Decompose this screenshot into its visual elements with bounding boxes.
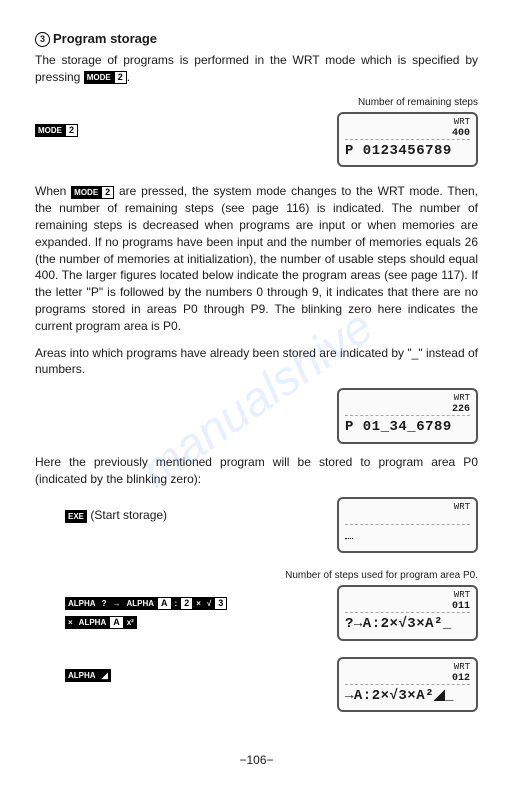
lcd-main xyxy=(345,524,470,547)
body-paragraph-1: When MODE2 are pressed, the system mode … xyxy=(35,183,478,334)
intro-paragraph: The storage of programs is performed in … xyxy=(35,52,478,86)
key-alpha: ALPHA xyxy=(65,597,99,610)
lcd-main: P 01_34_6789 xyxy=(345,415,470,438)
key-×: × xyxy=(65,616,76,629)
key-◢: ◢ xyxy=(99,669,111,682)
key-alpha: ALPHA xyxy=(76,616,110,629)
body-paragraph-2: Areas into which programs have already b… xyxy=(35,345,478,379)
two-key: 2 xyxy=(65,124,78,137)
heading-title: Program storage xyxy=(53,31,157,46)
two-key: 2 xyxy=(114,71,127,84)
caption-remaining-steps: Number of remaining steps xyxy=(35,96,478,110)
lcd-steps: 226 xyxy=(345,404,470,415)
key-:: : xyxy=(172,597,181,610)
key-a: A xyxy=(109,616,124,629)
lcd-display-3: WRT xyxy=(337,497,478,553)
lcd-mode: WRT xyxy=(345,503,470,513)
key-alpha: ALPHA xyxy=(65,669,99,682)
lcd-main: P 0123456789 xyxy=(345,139,470,162)
key-2: 2 xyxy=(180,597,193,610)
key-alpha: ALPHA xyxy=(123,597,157,610)
lcd-steps: 400 xyxy=(345,128,470,139)
mode-key: MODE xyxy=(71,186,101,199)
body-paragraph-3: Here the previously mentioned program wi… xyxy=(35,454,478,488)
lcd-display-4: WRT 011 ?→A:2×√3×A²_ xyxy=(337,585,478,641)
lcd-mode: WRT xyxy=(345,394,470,404)
key-√: √ xyxy=(204,597,214,610)
key-a: A xyxy=(157,597,172,610)
key-sequence-left: MODE2 xyxy=(35,112,327,139)
two-key: 2 xyxy=(101,186,114,199)
key-→: → xyxy=(109,597,123,610)
key-?: ? xyxy=(99,597,110,610)
lcd-main: →A:2×√3×A²◢_ xyxy=(345,684,470,707)
start-storage-label: (Start storage) xyxy=(90,508,167,522)
caption-steps-used: Number of steps used for program area P0… xyxy=(35,569,478,583)
lcd-mode: WRT xyxy=(345,118,470,128)
lcd-display-5: WRT 012 →A:2×√3×A²◢_ xyxy=(337,657,478,713)
lcd-mode: WRT xyxy=(345,591,470,601)
lcd-steps xyxy=(345,513,470,524)
key-x²: x² xyxy=(124,616,137,629)
key-×: × xyxy=(193,597,204,610)
key-sequence-2: ALPHA◢ xyxy=(35,657,327,686)
lcd-steps: 012 xyxy=(345,673,470,684)
circle-number: 3 xyxy=(35,32,50,47)
section-heading: 3Program storage xyxy=(35,30,478,48)
lcd-main: ?→A:2×√3×A²_ xyxy=(345,612,470,635)
mode-key: MODE xyxy=(35,124,65,137)
lcd-display-2: WRT 226 P 01_34_6789 xyxy=(337,388,478,444)
lcd-steps: 011 xyxy=(345,601,470,612)
exe-key: EXE xyxy=(65,510,87,523)
storage-key-row: EXE (Start storage) xyxy=(35,497,327,524)
lcd-mode: WRT xyxy=(345,663,470,673)
lcd-display-1: WRT 400 P 0123456789 xyxy=(337,112,478,168)
key-sequence-1: ALPHA?→ALPHAA:2×√3 ×ALPHAAx² xyxy=(35,585,327,633)
key-3: 3 xyxy=(214,597,227,610)
mode-key: MODE xyxy=(84,71,114,84)
